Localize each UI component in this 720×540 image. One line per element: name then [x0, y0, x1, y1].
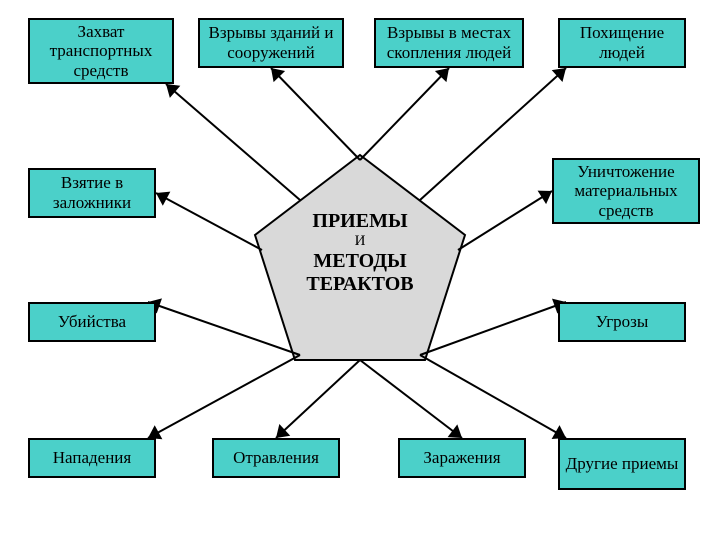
- node-label: Отравления: [233, 448, 319, 468]
- node-b8: Нападения: [28, 438, 156, 478]
- center-line1: ПРИЕМЫ: [280, 210, 440, 233]
- node-b9: Отравления: [212, 438, 340, 478]
- node-label: Взятие в заложники: [34, 173, 150, 212]
- node-b0: Захват транспортных средств: [28, 18, 174, 84]
- node-label: Убийства: [58, 312, 126, 332]
- node-label: Взрывы зданий и сооружений: [204, 23, 338, 62]
- node-label: Уничтожение материальных средств: [558, 162, 694, 221]
- node-b5: Уничтожение материальных средств: [552, 158, 700, 224]
- node-label: Заражения: [423, 448, 500, 468]
- node-label: Нападения: [53, 448, 131, 468]
- node-label: Захват транспортных средств: [34, 22, 168, 81]
- node-b7: Угрозы: [558, 302, 686, 342]
- node-b11: Другие приемы: [558, 438, 686, 490]
- center-line3: МЕТОДЫ: [280, 250, 440, 273]
- center-title: ПРИЕМЫИМЕТОДЫТЕРАКТОВ: [280, 210, 440, 296]
- node-b6: Убийства: [28, 302, 156, 342]
- diagram-canvas: Захват транспортных средств Взрывы зданий…: [0, 0, 720, 540]
- node-b10: Заражения: [398, 438, 526, 478]
- node-b3: Похищение людей: [558, 18, 686, 68]
- node-label: Другие приемы: [566, 454, 679, 474]
- node-label: Взрывы в местах скопления людей: [380, 23, 518, 62]
- node-b2: Взрывы в местах скопления людей: [374, 18, 524, 68]
- center-line4: ТЕРАКТОВ: [280, 273, 440, 296]
- node-b4: Взятие в заложники: [28, 168, 156, 218]
- node-label: Угрозы: [596, 312, 649, 332]
- center-line2: И: [280, 233, 440, 250]
- node-b1: Взрывы зданий и сооружений: [198, 18, 344, 68]
- node-label: Похищение людей: [564, 23, 680, 62]
